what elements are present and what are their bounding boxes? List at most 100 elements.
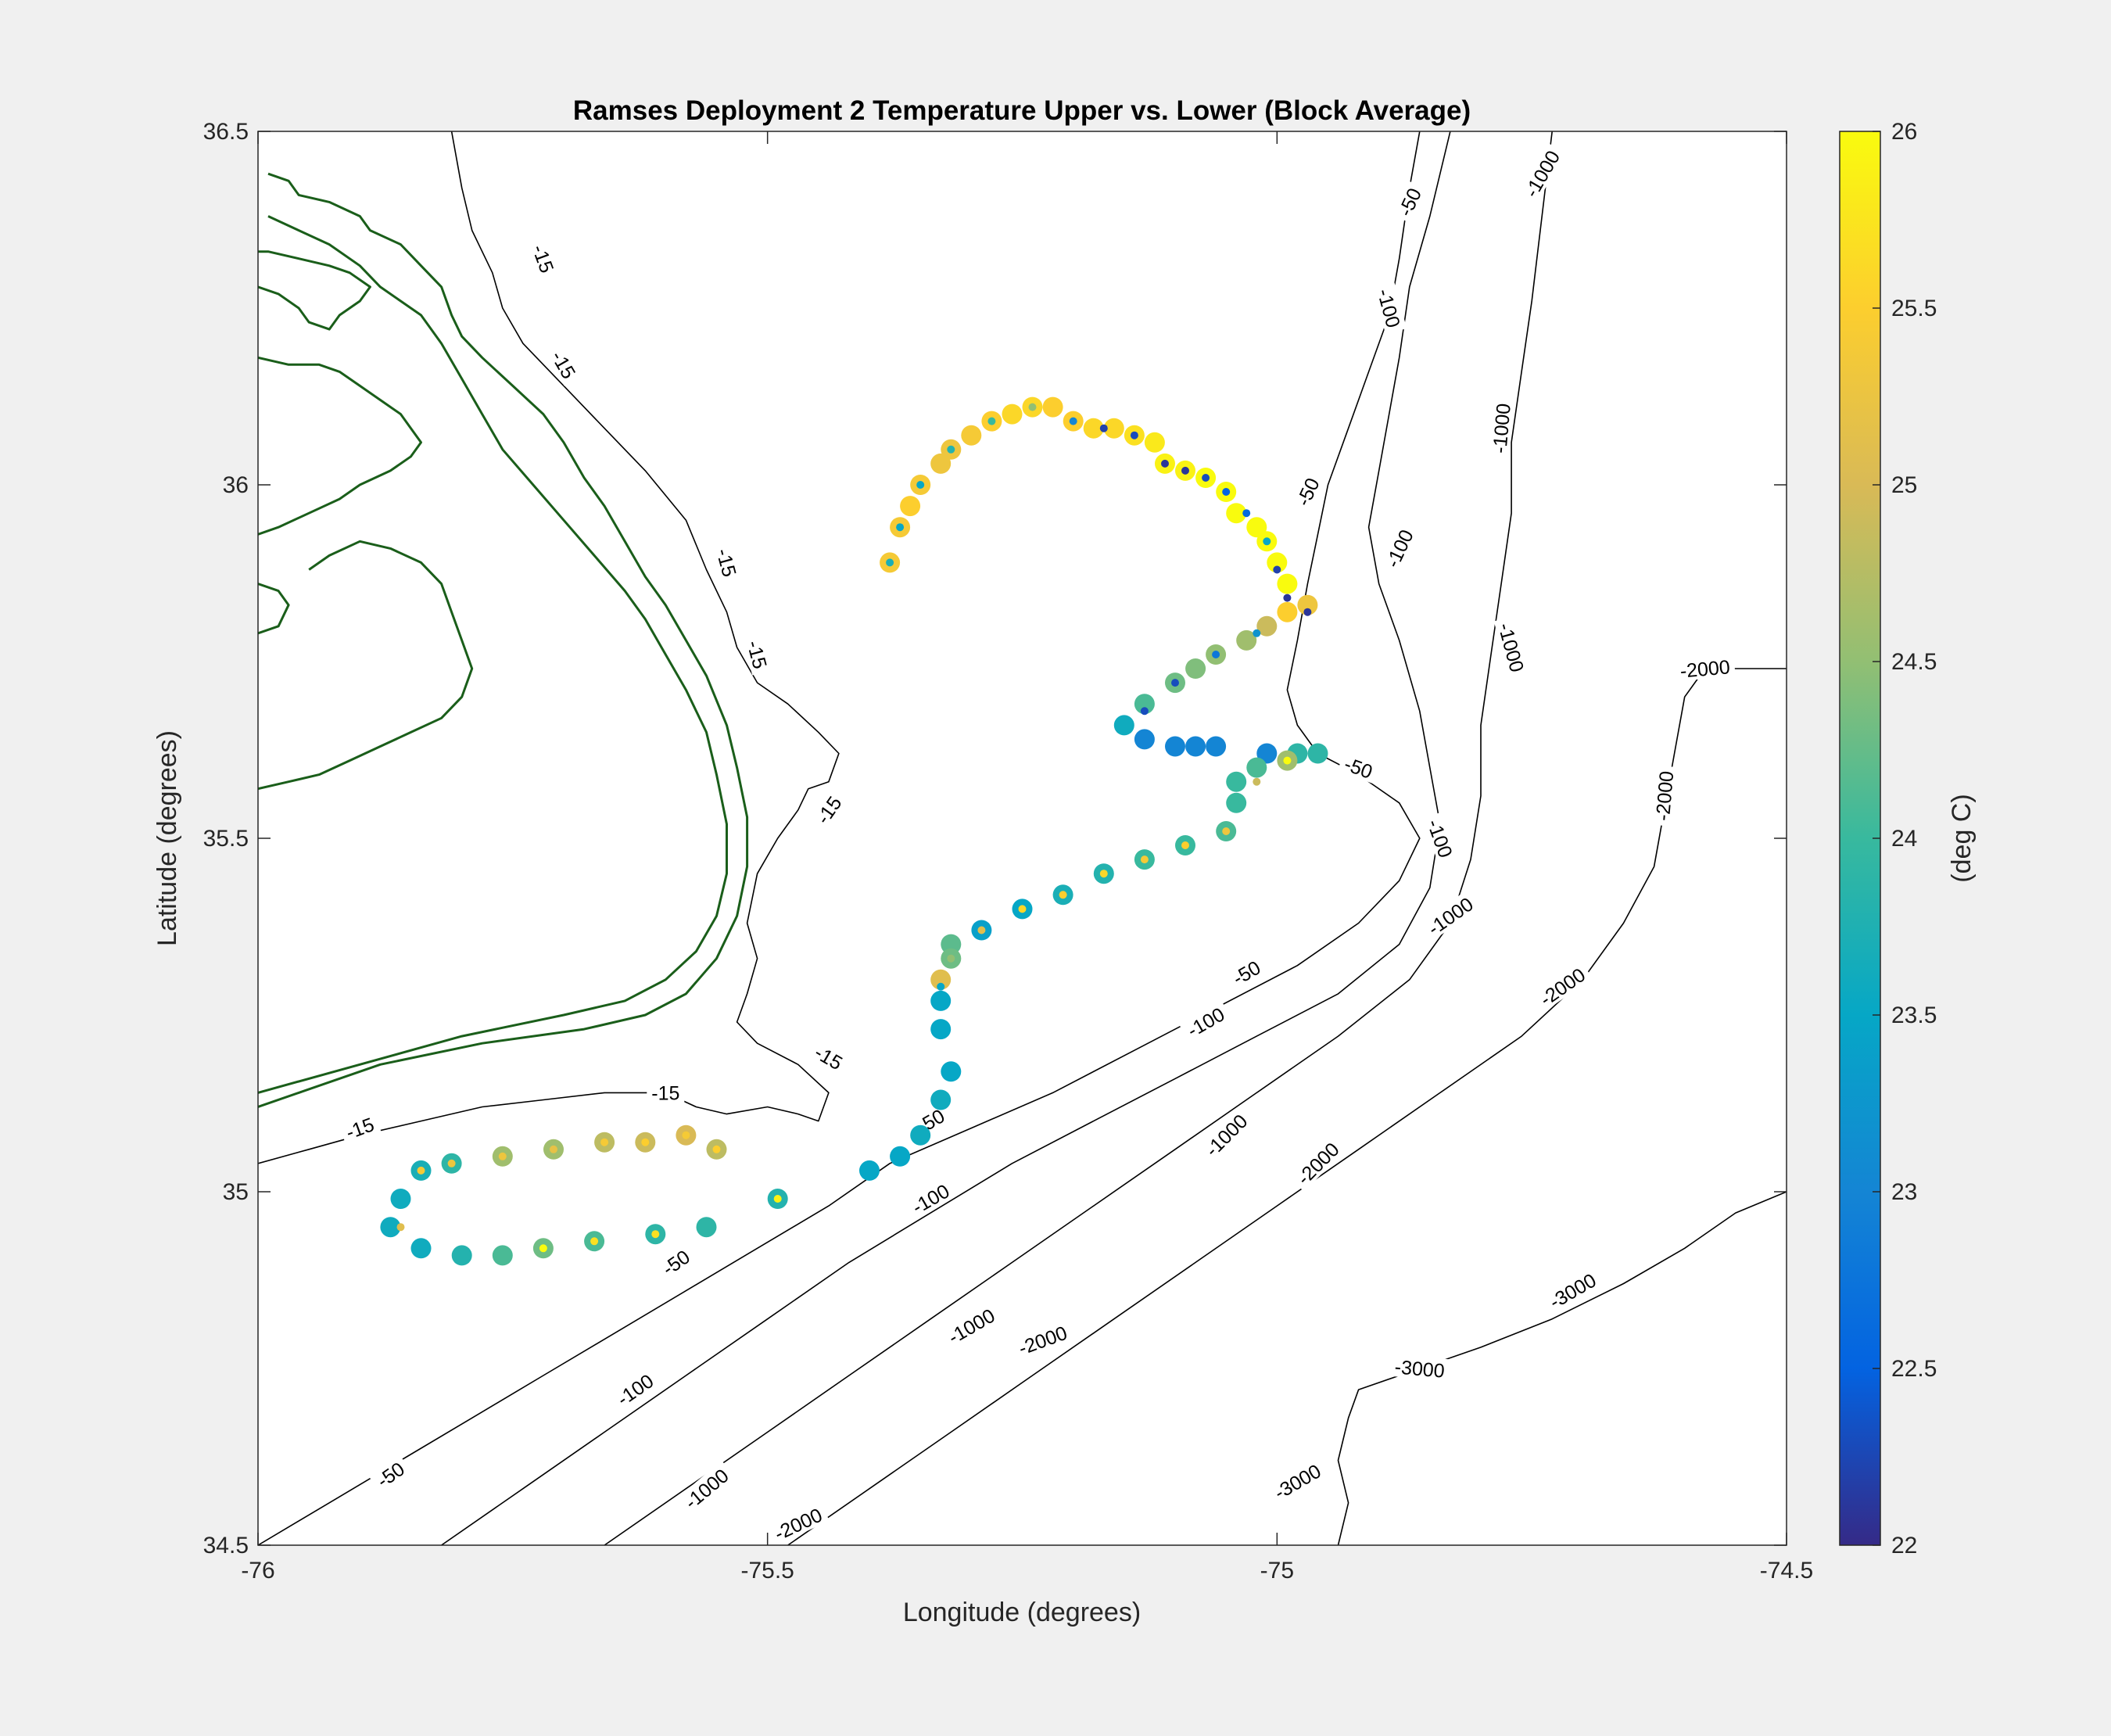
lower-temperature-point bbox=[590, 1237, 599, 1246]
lower-temperature-point bbox=[886, 558, 894, 567]
lower-temperature-point bbox=[712, 1145, 721, 1153]
upper-temperature-point bbox=[930, 1019, 952, 1040]
colorbar-label: (deg C) bbox=[1947, 794, 1977, 882]
contour-line-50 bbox=[258, 131, 1421, 1545]
upper-temperature-point bbox=[961, 425, 982, 446]
x-axis-label: Longitude (degrees) bbox=[903, 1598, 1141, 1627]
contour-label-text: -15 bbox=[651, 1082, 679, 1104]
contour-label-text: -3000 bbox=[1394, 1356, 1446, 1382]
lower-temperature-point bbox=[1059, 891, 1067, 899]
lower-temperature-series bbox=[396, 403, 1312, 1253]
upper-temperature-point bbox=[1267, 552, 1288, 573]
upper-temperature-point bbox=[1226, 503, 1247, 524]
x-tick-label: -74.5 bbox=[1760, 1558, 1813, 1584]
upper-temperature-point bbox=[380, 1217, 401, 1238]
lower-temperature-point bbox=[977, 926, 986, 934]
upper-temperature-point bbox=[1236, 629, 1257, 651]
upper-temperature-point bbox=[1256, 743, 1278, 764]
contour-label: -15 bbox=[647, 1081, 685, 1104]
lower-temperature-point bbox=[1273, 565, 1281, 574]
upper-temperature-point bbox=[1144, 432, 1165, 453]
contour-label-text: -2000 bbox=[1679, 656, 1731, 682]
lower-temperature-point bbox=[1161, 459, 1169, 468]
upper-temperature-point bbox=[1185, 736, 1206, 757]
upper-temperature-point bbox=[1134, 729, 1155, 750]
upper-temperature-point bbox=[1083, 418, 1104, 439]
upper-temperature-point bbox=[1206, 736, 1227, 757]
lower-temperature-point bbox=[1202, 474, 1210, 482]
upper-temperature-point bbox=[410, 1238, 432, 1259]
lower-temperature-point bbox=[1069, 417, 1077, 425]
colorbar-tick-label: 26 bbox=[1891, 119, 1917, 145]
colorbar-tick-label: 24 bbox=[1891, 826, 1917, 852]
upper-temperature-point bbox=[1002, 404, 1023, 425]
lower-temperature-point bbox=[396, 1223, 405, 1232]
contour-label: -2000 bbox=[1650, 765, 1678, 827]
contour-label: -3000 bbox=[1389, 1354, 1450, 1383]
lower-temperature-point bbox=[1130, 431, 1138, 439]
lower-temperature-point bbox=[447, 1159, 456, 1167]
lower-temperature-point bbox=[1253, 629, 1261, 637]
upper-temperature-point bbox=[1256, 615, 1278, 637]
upper-temperature-point bbox=[1103, 418, 1124, 439]
upper-temperature-point bbox=[930, 969, 952, 990]
lower-temperature-point bbox=[1140, 855, 1149, 864]
lower-temperature-point bbox=[937, 982, 945, 991]
y-tick-label: 34.5 bbox=[203, 1533, 249, 1558]
upper-temperature-point bbox=[890, 1146, 911, 1167]
lower-temperature-point bbox=[1212, 651, 1220, 658]
y-tick-label: 36.5 bbox=[203, 119, 249, 145]
colorbar-tick-label: 22 bbox=[1891, 1533, 1917, 1558]
upper-temperature-point bbox=[1226, 771, 1247, 792]
contour-label: -15 bbox=[545, 343, 583, 386]
contour-line-100 bbox=[441, 131, 1451, 1545]
lower-temperature-point bbox=[1099, 424, 1108, 432]
colorbar-tick-layer: 22 22.5 23 23.5 24 24.5 25 25.5 26 bbox=[1873, 119, 1937, 1558]
upper-temperature-point bbox=[390, 1189, 411, 1209]
lower-temperature-point bbox=[1140, 707, 1149, 716]
lower-temperature-point bbox=[1242, 509, 1251, 518]
upper-temperature-point bbox=[1185, 658, 1206, 679]
upper-temperature-point bbox=[930, 990, 952, 1011]
lower-temperature-point bbox=[539, 1244, 547, 1253]
contour-label: -1000 bbox=[1486, 397, 1515, 459]
colorbar-tick-label: 24.5 bbox=[1891, 649, 1937, 675]
colorbar-tick-label: 23 bbox=[1891, 1179, 1917, 1205]
coastline-4 bbox=[258, 540, 474, 791]
x-tick-label: -75.5 bbox=[740, 1558, 794, 1584]
lower-temperature-point bbox=[1018, 905, 1027, 913]
lower-temperature-point bbox=[550, 1145, 557, 1153]
lower-temperature-point bbox=[600, 1138, 609, 1146]
lower-temperature-point bbox=[947, 445, 955, 454]
y-tick-label: 35.5 bbox=[203, 826, 249, 852]
lower-temperature-point bbox=[896, 523, 905, 532]
upper-temperature-point bbox=[696, 1217, 717, 1238]
y-tick-label: 36 bbox=[223, 472, 249, 498]
coastline-2 bbox=[258, 356, 422, 536]
lower-temperature-point bbox=[1028, 403, 1037, 411]
upper-temperature-point bbox=[1113, 715, 1134, 736]
contour-label: -100 bbox=[1373, 282, 1407, 335]
colorbar-tick-label: 25 bbox=[1891, 472, 1917, 498]
lower-temperature-point bbox=[916, 481, 925, 489]
upper-temperature-point bbox=[930, 453, 952, 474]
upper-temperature-point bbox=[930, 1089, 952, 1110]
contour-label-text: -1000 bbox=[1489, 403, 1514, 454]
upper-temperature-point bbox=[1042, 396, 1063, 418]
lower-temperature-point bbox=[498, 1152, 507, 1160]
lower-temperature-point bbox=[947, 954, 955, 963]
upper-temperature-point bbox=[1307, 743, 1328, 764]
contour-label: -15 bbox=[711, 541, 744, 583]
upper-temperature-point bbox=[941, 934, 962, 955]
lower-temperature-point bbox=[773, 1195, 782, 1203]
lower-temperature-point bbox=[1263, 537, 1271, 546]
lower-temperature-point bbox=[987, 417, 996, 425]
plot-area bbox=[258, 131, 1787, 1545]
colorbar-tick-label: 23.5 bbox=[1891, 1003, 1937, 1028]
contour-label-text: -2000 bbox=[1652, 770, 1678, 822]
coastline-1 bbox=[258, 215, 728, 1094]
lower-temperature-point bbox=[682, 1131, 690, 1139]
upper-temperature-point bbox=[941, 1061, 962, 1082]
upper-temperature-point bbox=[1277, 573, 1298, 594]
